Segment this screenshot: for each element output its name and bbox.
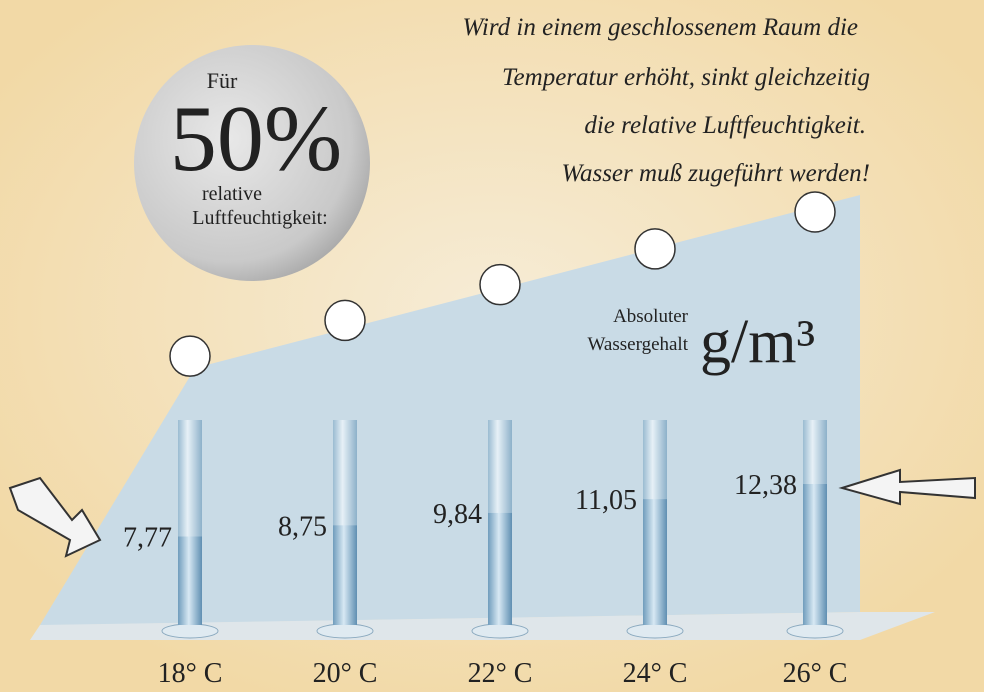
x-tick-label: 20° C xyxy=(313,658,378,689)
liquid xyxy=(178,537,202,625)
note-line: Wasser muß zugeführt werden! xyxy=(561,160,870,187)
level-dot xyxy=(325,300,365,340)
cylinder-base xyxy=(472,624,528,638)
liquid xyxy=(488,513,512,625)
badge-percent: 50% xyxy=(170,87,342,191)
liquid xyxy=(803,484,827,625)
infographic: Für 50% relative Luftfeuchtigkeit: Wird … xyxy=(0,0,984,692)
value-label: 9,84 xyxy=(433,499,482,530)
value-label: 12,38 xyxy=(734,470,797,501)
level-dot xyxy=(635,229,675,269)
value-label: 8,75 xyxy=(278,511,327,542)
unit: g/m³ xyxy=(700,308,815,376)
cylinder-base xyxy=(317,624,373,638)
level-dot xyxy=(170,336,210,376)
unit-label: Absoluter xyxy=(613,306,689,327)
note-line: Wird in einem geschlossenem Raum die xyxy=(462,14,858,41)
cylinder-base xyxy=(787,624,843,638)
liquid xyxy=(333,525,357,625)
value-label: 11,05 xyxy=(575,485,637,516)
x-tick-label: 24° C xyxy=(623,658,688,689)
value-label: 7,77 xyxy=(123,523,172,554)
note-line: die relative Luftfeuchtigkeit. xyxy=(584,112,866,139)
unit-label: Wassergehalt xyxy=(588,334,689,355)
x-tick-label: 22° C xyxy=(468,658,533,689)
note-line: Temperatur erhöht, sinkt gleichzeitig xyxy=(502,64,870,91)
liquid xyxy=(643,499,667,625)
cylinder-base xyxy=(627,624,683,638)
cylinder-base xyxy=(162,624,218,638)
x-tick-label: 18° C xyxy=(158,658,223,689)
badge-text: relative xyxy=(202,183,262,205)
level-dot xyxy=(795,192,835,232)
badge-text: Luftfeuchtigkeit: xyxy=(192,207,328,229)
level-dot xyxy=(480,265,520,305)
x-tick-label: 26° C xyxy=(783,658,848,689)
